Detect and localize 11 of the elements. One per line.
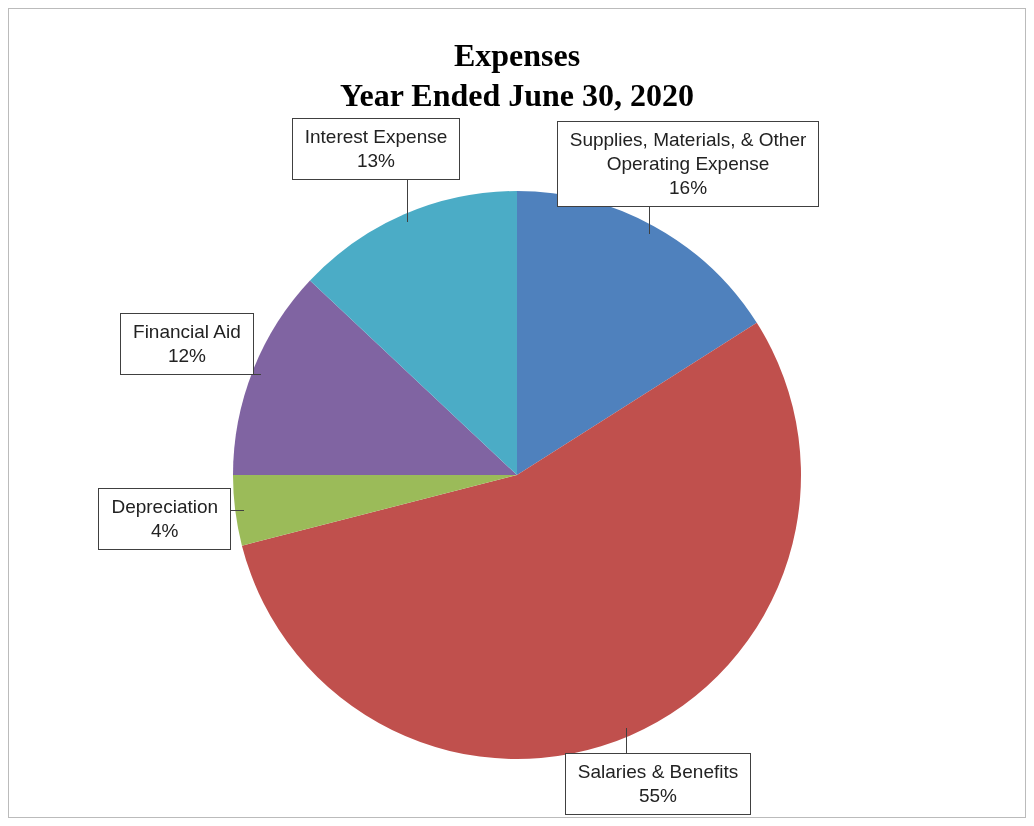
data-label: 16% — [668, 175, 709, 200]
slice-label: Salaries & Benefits — [576, 760, 740, 784]
slice-label: Interest Expense — [303, 125, 449, 150]
slice-label: Financial Aid — [132, 320, 242, 345]
chart-title: Expenses Year Ended June 30, 2020 — [338, 36, 696, 115]
slice-label: Depreciation — [110, 495, 220, 520]
data-label: 55% — [637, 784, 678, 808]
data-label: 4% — [150, 519, 180, 544]
data-label: 13% — [356, 149, 396, 174]
slice-label: Supplies, Materials, & Other Operating Expense — [568, 127, 808, 176]
data-label: 12% — [166, 344, 207, 369]
